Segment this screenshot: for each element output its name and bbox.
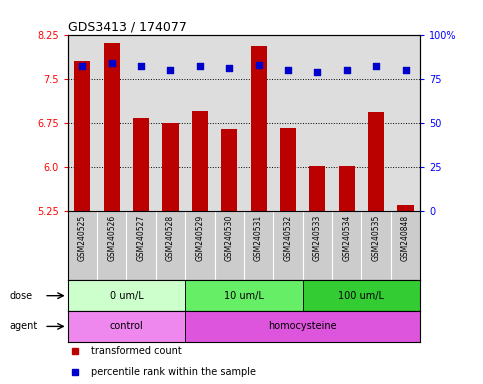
Text: GSM240526: GSM240526 bbox=[107, 215, 116, 261]
Text: 0 um/L: 0 um/L bbox=[110, 291, 143, 301]
Point bbox=[255, 61, 262, 68]
Text: percentile rank within the sample: percentile rank within the sample bbox=[90, 367, 256, 377]
Text: 10 um/L: 10 um/L bbox=[224, 291, 264, 301]
Text: agent: agent bbox=[10, 321, 38, 331]
Text: GSM240848: GSM240848 bbox=[401, 215, 410, 261]
Text: GSM240525: GSM240525 bbox=[78, 215, 87, 261]
Point bbox=[226, 65, 233, 71]
Text: GSM240527: GSM240527 bbox=[137, 215, 145, 261]
Point bbox=[196, 63, 204, 70]
Bar bbox=[368, 112, 384, 211]
Bar bbox=[133, 118, 149, 211]
Point bbox=[284, 67, 292, 73]
Text: GSM240529: GSM240529 bbox=[195, 215, 204, 261]
Bar bbox=[104, 43, 120, 211]
Bar bbox=[339, 166, 355, 211]
Text: GSM240533: GSM240533 bbox=[313, 215, 322, 261]
Point bbox=[343, 67, 351, 73]
Point bbox=[402, 67, 410, 73]
Bar bbox=[68, 311, 185, 342]
Text: control: control bbox=[110, 321, 143, 331]
Text: GSM240534: GSM240534 bbox=[342, 215, 351, 261]
Text: dose: dose bbox=[10, 291, 33, 301]
Point bbox=[78, 63, 86, 70]
Bar bbox=[74, 61, 90, 211]
Point bbox=[372, 63, 380, 70]
Bar bbox=[185, 311, 420, 342]
Text: GDS3413 / 174077: GDS3413 / 174077 bbox=[68, 20, 186, 33]
Point bbox=[137, 63, 145, 70]
Bar bbox=[280, 127, 296, 211]
Bar bbox=[221, 129, 237, 211]
Text: GSM240535: GSM240535 bbox=[371, 215, 381, 261]
Text: GSM240532: GSM240532 bbox=[284, 215, 293, 261]
Text: GSM240531: GSM240531 bbox=[254, 215, 263, 261]
Bar bbox=[303, 280, 420, 311]
Bar bbox=[185, 280, 303, 311]
Text: transformed count: transformed count bbox=[90, 346, 181, 356]
Text: GSM240528: GSM240528 bbox=[166, 215, 175, 261]
Point bbox=[313, 69, 321, 75]
Text: homocysteine: homocysteine bbox=[269, 321, 337, 331]
Bar bbox=[398, 205, 413, 211]
Bar bbox=[309, 166, 326, 211]
Bar bbox=[251, 46, 267, 211]
Bar bbox=[162, 123, 179, 211]
Text: GSM240530: GSM240530 bbox=[225, 215, 234, 261]
Point bbox=[108, 60, 115, 66]
Bar bbox=[192, 111, 208, 211]
Bar bbox=[68, 280, 185, 311]
Text: 100 um/L: 100 um/L bbox=[339, 291, 384, 301]
Point bbox=[167, 67, 174, 73]
